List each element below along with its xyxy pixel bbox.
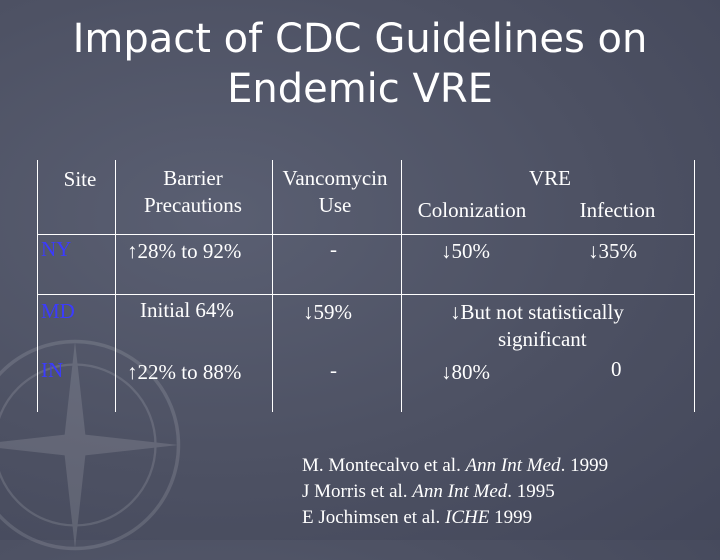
reference-year: . 1995 bbox=[507, 481, 555, 502]
row-in-vancomycin: - bbox=[330, 358, 337, 382]
row-in-colonization: ↓80% bbox=[441, 359, 490, 385]
row-ny-colonization-value: 50% bbox=[451, 239, 491, 263]
row-in-infection: 0 bbox=[611, 357, 622, 381]
table-divider-1 bbox=[115, 160, 116, 412]
row-md-vre-note-line1: ↓But not statistically bbox=[450, 299, 624, 325]
table-header-rule bbox=[37, 234, 695, 235]
row-md-site: MD bbox=[41, 299, 75, 323]
title-line-1: Impact of CDC Guidelines on bbox=[72, 16, 648, 62]
row-ny-barrier: ↑28% to 92% bbox=[127, 238, 241, 264]
header-vre: VRE bbox=[529, 166, 571, 190]
row-ny-barrier-value: 28% to 92% bbox=[137, 239, 242, 263]
table-border-left bbox=[37, 160, 38, 412]
row-ny-infection: ↓35% bbox=[588, 238, 637, 264]
slide-title: Impact of CDC Guidelines on Endemic VRE bbox=[0, 14, 720, 114]
header-vancomycin-line1: Vancomycin bbox=[282, 166, 388, 190]
row-md-vre-note-text: But not statistically bbox=[460, 300, 624, 324]
row-md-barrier: Initial 64% bbox=[140, 298, 234, 322]
up-arrow-icon: ↑ bbox=[127, 360, 138, 384]
table-border-right bbox=[694, 160, 695, 412]
vre-table: Site Barrier Precautions Vancomycin Use … bbox=[37, 160, 695, 412]
row-in-site: IN bbox=[41, 358, 64, 382]
down-arrow-icon: ↓ bbox=[441, 360, 452, 384]
header-infection: Infection bbox=[579, 198, 656, 222]
header-barrier-line1: Barrier bbox=[163, 166, 223, 190]
reference-1: M. Montecalvo et al. Ann Int Med. 1999 bbox=[302, 453, 608, 479]
references: M. Montecalvo et al. Ann Int Med. 1999 J… bbox=[302, 453, 608, 531]
table-row-rule bbox=[37, 294, 695, 295]
row-ny-site: NY bbox=[41, 237, 72, 261]
down-arrow-icon: ↓ bbox=[450, 300, 461, 324]
reference-journal: Ann Int Med bbox=[412, 481, 508, 502]
row-ny-colonization: ↓50% bbox=[441, 238, 490, 264]
reference-authors: M. Montecalvo et al. bbox=[302, 455, 466, 476]
row-ny-vancomycin: - bbox=[330, 237, 337, 261]
down-arrow-icon: ↓ bbox=[441, 239, 452, 263]
reference-journal: ICHE bbox=[445, 507, 490, 528]
up-arrow-icon: ↑ bbox=[127, 239, 138, 263]
reference-year: 1999 bbox=[489, 507, 533, 528]
reference-2: J Morris et al. Ann Int Med. 1995 bbox=[302, 479, 608, 505]
row-ny-infection-value: 35% bbox=[598, 239, 638, 263]
row-md-vancomycin-value: 59% bbox=[313, 300, 353, 324]
reference-authors: E Jochimsen et al. bbox=[302, 507, 445, 528]
down-arrow-icon: ↓ bbox=[588, 239, 599, 263]
header-colonization: Colonization bbox=[417, 198, 527, 222]
table-divider-2 bbox=[272, 160, 273, 412]
header-vancomycin-line2: Use bbox=[318, 193, 352, 217]
title-line-2: Endemic VRE bbox=[227, 66, 493, 112]
reference-3: E Jochimsen et al. ICHE 1999 bbox=[302, 505, 608, 531]
row-md-vre-note-line2: significant bbox=[498, 327, 587, 351]
row-md-vancomycin: ↓59% bbox=[303, 299, 352, 325]
table-divider-3 bbox=[401, 160, 402, 412]
reference-year: . 1999 bbox=[560, 455, 609, 476]
header-barrier-line2: Precautions bbox=[144, 193, 242, 217]
row-in-barrier-value: 22% to 88% bbox=[137, 360, 242, 384]
row-in-colonization-value: 80% bbox=[451, 360, 491, 384]
header-site: Site bbox=[63, 167, 97, 191]
reference-journal: Ann Int Med bbox=[465, 455, 561, 476]
row-in-barrier: ↑22% to 88% bbox=[127, 359, 241, 385]
down-arrow-icon: ↓ bbox=[303, 300, 314, 324]
reference-authors: J Morris et al. bbox=[302, 481, 413, 502]
